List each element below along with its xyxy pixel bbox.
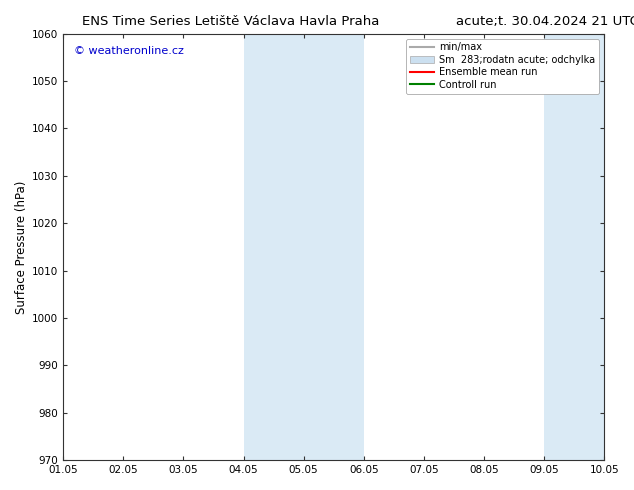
Legend: min/max, Sm  283;rodatn acute; odchylka, Ensemble mean run, Controll run: min/max, Sm 283;rodatn acute; odchylka, …: [406, 39, 599, 94]
Bar: [544, 34, 604, 460]
Y-axis label: Surface Pressure (hPa): Surface Pressure (hPa): [15, 180, 28, 314]
Text: © weatheronline.cz: © weatheronline.cz: [74, 47, 184, 56]
Bar: [243, 34, 304, 460]
Text: ENS Time Series Letiště Václava Havla Praha: ENS Time Series Letiště Václava Havla Pr…: [82, 15, 380, 28]
Text: acute;t. 30.04.2024 21 UTC: acute;t. 30.04.2024 21 UTC: [456, 15, 634, 28]
Bar: [304, 34, 364, 460]
